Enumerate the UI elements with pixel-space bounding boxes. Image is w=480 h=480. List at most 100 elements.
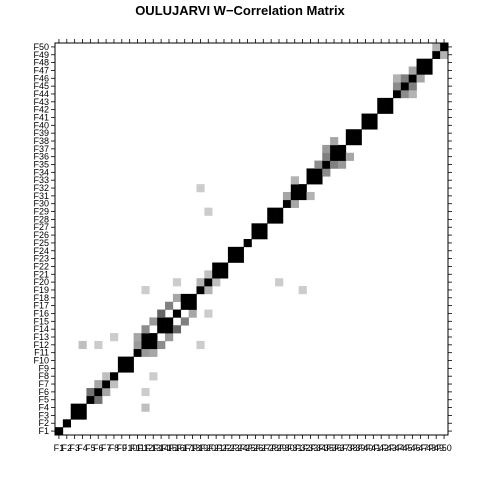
x-tick-label-F30: F30 — [279, 443, 295, 453]
cell-F29-F29 — [275, 207, 284, 216]
cell-F34-F34 — [314, 168, 323, 177]
x-tick-label-F41: F41 — [366, 443, 382, 453]
cell-F13-F12 — [149, 340, 158, 350]
cell-F45-F44 — [400, 90, 409, 99]
y-tick-label-F34: F34 — [33, 167, 49, 177]
x-tick-label-F40: F40 — [358, 443, 374, 453]
x-tick-label-F39: F39 — [350, 443, 366, 453]
cell-F20-F19 — [204, 286, 213, 295]
cell-F26-F27 — [251, 223, 260, 232]
cell-F35-F35 — [322, 160, 331, 169]
cell-F37-F35 — [337, 160, 347, 169]
cell-F28-F29 — [267, 207, 276, 216]
cell-F37-F37 — [337, 144, 347, 154]
cell-F21-F21 — [212, 270, 221, 279]
x-tick-label-F36: F36 — [326, 443, 342, 453]
y-tick-label-F27: F27 — [33, 222, 49, 232]
cell-F20-F29 — [204, 207, 213, 216]
x-tick-label-F25: F25 — [240, 443, 256, 453]
x-tick-label-F23: F23 — [224, 443, 240, 453]
cell-F10-F10 — [125, 356, 134, 365]
cell-F8-F8 — [110, 372, 119, 381]
y-tick-label-F25: F25 — [33, 238, 49, 248]
cell-F45-F46 — [400, 74, 409, 83]
x-tick-label-F42: F42 — [373, 443, 389, 453]
cell-F16-F14 — [172, 325, 182, 334]
cell-F41-F40 — [369, 121, 378, 130]
x-tick-label-F13: F13 — [145, 443, 161, 453]
x-tick-label-F28: F28 — [263, 443, 279, 453]
cell-F45-F45 — [400, 82, 409, 91]
x-tick-label-F50: F50 — [436, 443, 452, 453]
x-tick-label-F19: F19 — [193, 443, 209, 453]
cell-F6-F5 — [94, 395, 103, 404]
y-tick-label-F12: F12 — [33, 340, 49, 350]
x-tick-label-F38: F38 — [342, 443, 358, 453]
cell-F11-F11 — [133, 348, 142, 357]
cell-F31-F31 — [290, 191, 299, 201]
cell-F18-F18 — [188, 293, 197, 303]
cell-F44-F46 — [392, 74, 402, 83]
cell-F44-F44 — [392, 90, 402, 99]
cell-F29-F28 — [275, 215, 284, 224]
cell-F20-F21 — [204, 270, 213, 279]
cell-F6-F6 — [94, 387, 103, 397]
x-tick-label-F43: F43 — [381, 443, 397, 453]
x-tick-label-F11: F11 — [130, 443, 145, 453]
cell-F40-F41 — [361, 113, 370, 122]
y-tick-label-F39: F39 — [33, 128, 49, 138]
cell-F48-F48 — [424, 58, 433, 67]
y-tick-label-F17: F17 — [33, 301, 49, 311]
x-tick-label-F5: F5 — [85, 443, 96, 453]
y-tick-label-F9: F9 — [38, 363, 49, 373]
cell-F47-F48 — [416, 58, 425, 67]
cell-F4-F3 — [78, 411, 87, 420]
y-tick-label-F46: F46 — [33, 73, 49, 83]
cell-F22-F22 — [220, 262, 229, 271]
cell-F36-F35 — [330, 160, 339, 169]
x-tick-label-F4: F4 — [77, 443, 88, 453]
cell-F5-F6 — [86, 387, 95, 397]
x-tick-label-F27: F27 — [256, 443, 272, 453]
cell-F3-F4 — [70, 403, 79, 412]
cell-F23-F24 — [227, 246, 237, 255]
cell-F15-F13 — [165, 333, 174, 342]
y-tick-label-F48: F48 — [33, 58, 49, 68]
cell-F48-F47 — [424, 66, 433, 75]
cell-F15-F15 — [165, 317, 174, 326]
cell-F13-F11 — [149, 348, 158, 357]
cell-F31-F33 — [290, 176, 299, 185]
cell-F21-F20 — [212, 278, 221, 287]
cell-F50-F50 — [440, 43, 449, 52]
cell-F35-F36 — [322, 152, 331, 161]
cell-F19-F32 — [196, 184, 205, 193]
cell-F12-F14 — [141, 325, 150, 334]
x-tick-label-F3: F3 — [69, 443, 80, 453]
cell-F30-F30 — [282, 199, 292, 208]
y-tick-label-F15: F15 — [33, 316, 49, 326]
x-tick-label-F10: F10 — [122, 443, 138, 453]
cell-F8-F13 — [110, 333, 119, 342]
cell-F13-F13 — [149, 333, 158, 342]
y-tick-label-F18: F18 — [33, 293, 49, 303]
cell-F12-F6 — [141, 387, 150, 397]
cell-F49-F49 — [432, 50, 441, 59]
x-tick-label-F26: F26 — [248, 443, 264, 453]
x-tick-label-F16: F16 — [169, 443, 185, 453]
cell-F33-F33 — [306, 176, 315, 185]
cell-F19-F20 — [196, 278, 205, 287]
cell-F32-F19 — [298, 286, 307, 295]
y-tick-label-F24: F24 — [33, 246, 49, 256]
y-tick-label-F42: F42 — [33, 105, 49, 115]
cell-F32-F31 — [298, 191, 307, 201]
x-tick-label-F31: F31 — [287, 443, 303, 453]
y-tick-label-F41: F41 — [33, 112, 49, 122]
cell-F14-F12 — [157, 340, 166, 350]
cell-F41-F41 — [369, 113, 378, 122]
y-tick-label-F1: F1 — [38, 426, 49, 436]
cell-F12-F4 — [141, 403, 150, 412]
cell-F49-F50 — [432, 43, 441, 52]
cell-F37-F36 — [337, 152, 347, 161]
y-tick-label-F44: F44 — [33, 89, 49, 99]
